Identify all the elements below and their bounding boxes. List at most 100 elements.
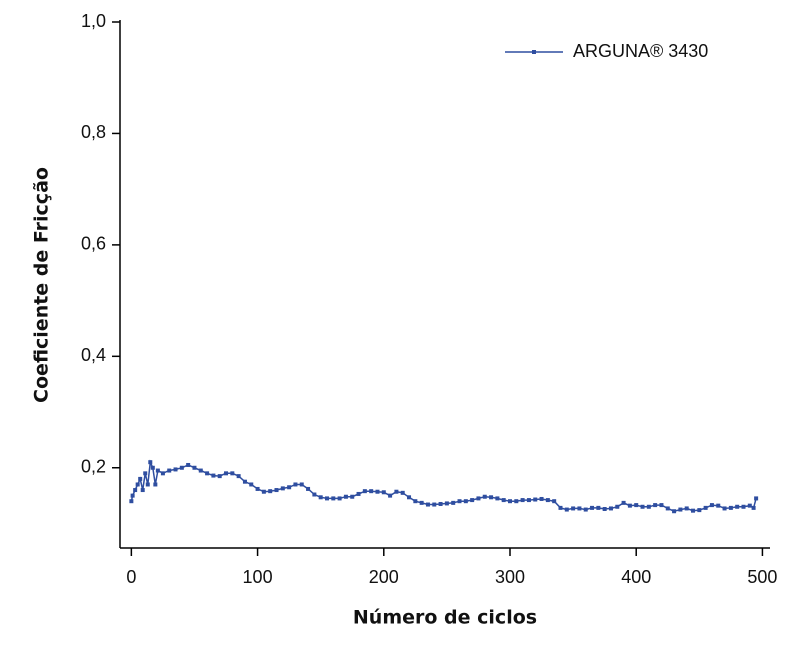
data-point	[526, 498, 531, 503]
data-point	[665, 506, 670, 511]
data-point	[470, 498, 475, 503]
data-point	[375, 489, 380, 494]
data-point	[280, 486, 285, 491]
data-point	[672, 509, 677, 514]
data-point	[678, 507, 683, 512]
data-point	[691, 508, 696, 513]
data-point	[564, 507, 569, 512]
data-point	[205, 471, 210, 476]
data-point	[444, 501, 449, 506]
data-point	[407, 495, 412, 500]
data-point	[533, 497, 538, 502]
data-point	[388, 493, 393, 498]
legend-label: ARGUNA® 3430	[573, 41, 708, 61]
data-point	[508, 499, 512, 504]
data-point	[640, 504, 645, 509]
data-point	[299, 482, 304, 487]
data-point	[242, 479, 247, 484]
data-point	[192, 465, 197, 470]
data-point	[571, 506, 576, 511]
data-point	[160, 471, 165, 476]
data-point	[608, 506, 613, 511]
data-point	[646, 504, 651, 509]
data-point	[198, 468, 203, 473]
data-point	[741, 504, 746, 509]
data-point	[577, 506, 582, 511]
y-tick-label: 1,0	[81, 11, 106, 31]
data-point	[381, 490, 386, 495]
data-point	[133, 488, 138, 493]
data-point	[489, 495, 494, 500]
data-point	[602, 506, 607, 511]
data-point	[224, 471, 229, 476]
data-point	[140, 488, 145, 493]
data-point	[350, 494, 355, 499]
data-point	[432, 502, 437, 507]
x-tick-label: 100	[243, 567, 273, 587]
legend-marker	[532, 50, 536, 54]
data-point	[167, 468, 172, 473]
data-point	[684, 506, 689, 511]
data-point	[318, 495, 323, 500]
data-point	[583, 507, 588, 512]
data-point	[703, 505, 708, 510]
data-point	[173, 467, 178, 472]
x-tick-label: 200	[369, 567, 399, 587]
data-point	[211, 473, 216, 478]
data-point	[419, 500, 424, 505]
data-point	[545, 498, 550, 503]
data-point	[130, 493, 135, 498]
data-point	[590, 505, 595, 510]
data-point	[369, 489, 374, 494]
x-axis-label: Número de ciclos	[353, 607, 537, 629]
data-point	[293, 482, 298, 487]
data-point	[287, 485, 292, 490]
data-point	[135, 482, 140, 487]
data-point	[343, 494, 348, 499]
data-point	[261, 489, 266, 494]
data-point	[413, 499, 418, 504]
data-point	[394, 489, 399, 494]
data-point	[539, 496, 544, 501]
data-point	[697, 508, 702, 513]
data-point	[476, 496, 481, 501]
x-tick-label: 0	[126, 567, 136, 587]
data-point	[552, 499, 557, 504]
data-point	[331, 496, 336, 501]
data-point	[754, 496, 759, 501]
y-tick-label: 0,4	[81, 345, 106, 365]
data-point	[495, 496, 500, 501]
data-point	[558, 505, 563, 510]
x-tick-label: 300	[495, 567, 525, 587]
data-point	[138, 476, 143, 481]
data-point	[751, 505, 756, 510]
data-point	[312, 492, 317, 497]
data-point	[362, 489, 367, 494]
data-point	[615, 504, 620, 509]
data-point	[728, 505, 733, 510]
data-point	[482, 494, 487, 499]
data-point	[143, 471, 148, 476]
data-point	[324, 496, 329, 501]
data-point	[150, 465, 155, 470]
data-point	[249, 482, 254, 487]
data-point	[709, 503, 714, 508]
data-point	[514, 499, 519, 504]
data-point	[255, 486, 260, 491]
y-tick-label: 0,2	[81, 457, 106, 477]
data-point	[627, 503, 632, 508]
data-point	[463, 499, 468, 504]
y-axis-label: Coeficiente de Fricção	[31, 167, 53, 403]
data-point	[501, 498, 506, 503]
data-point	[268, 489, 273, 494]
data-point	[457, 499, 462, 504]
data-point	[735, 504, 740, 509]
data-point	[155, 468, 160, 473]
data-point	[634, 503, 639, 508]
data-point	[659, 503, 664, 508]
data-point	[400, 490, 405, 495]
data-point	[129, 499, 134, 504]
data-point	[217, 474, 222, 479]
data-point	[425, 502, 430, 507]
